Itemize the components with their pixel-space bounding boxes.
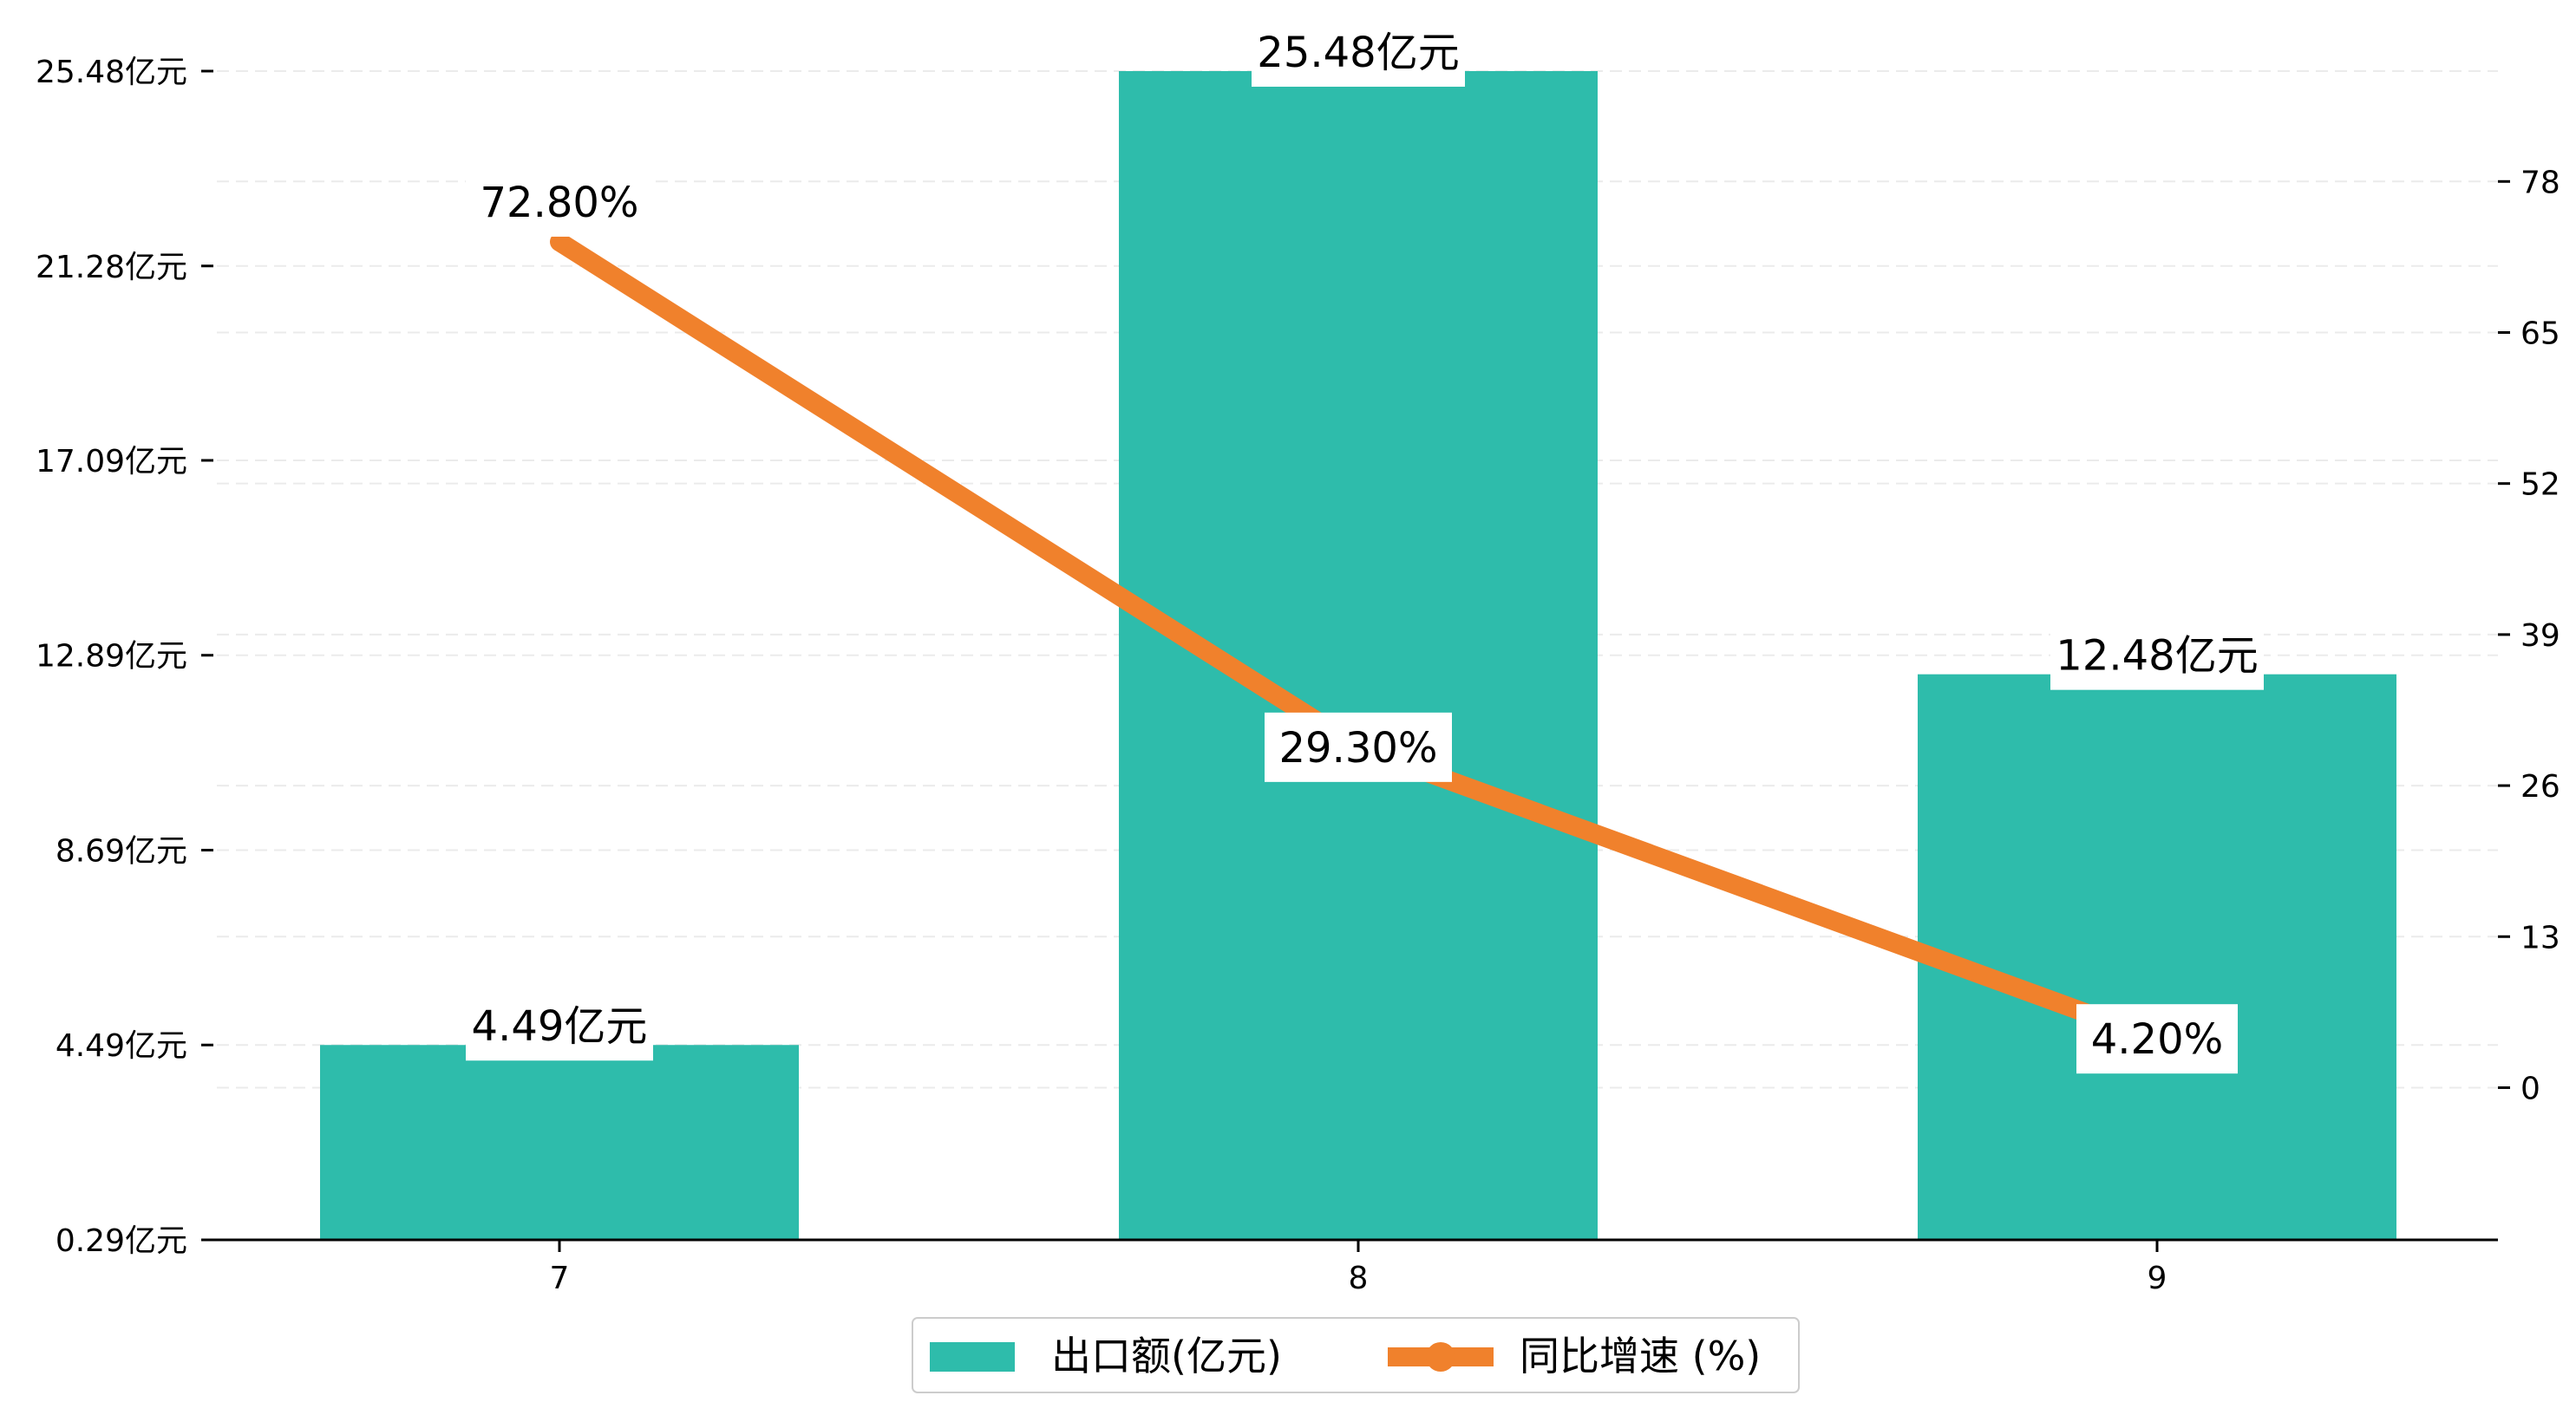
line-value-label: 4.20% xyxy=(2091,1015,2223,1064)
y-right-tick-label: 52 xyxy=(2520,467,2560,503)
y-right-tick-label: 0 xyxy=(2520,1071,2540,1106)
legend-frame xyxy=(912,1317,1800,1393)
y-right-tick-label: 78 xyxy=(2520,165,2560,200)
bar xyxy=(1119,71,1598,1240)
bar-value-label: 4.49亿元 xyxy=(472,1002,648,1051)
y-left-tick-label: 12.89亿元 xyxy=(36,639,187,675)
bar-value-label-box xyxy=(2050,620,2264,690)
axes: 0.29亿元 4.49亿元 8.69亿元 12.89亿元 17.09亿元 21.28亿元 2… xyxy=(36,55,2560,1296)
y-right-tick-label: 39 xyxy=(2520,618,2560,654)
line-value-label: 72.80% xyxy=(480,179,638,227)
x-tick-label: 7 xyxy=(550,1261,570,1296)
y-left-tick-label: 17.09亿元 xyxy=(36,444,187,479)
y-left-tick-label: 4.49亿元 xyxy=(56,1028,187,1064)
bar xyxy=(320,1045,799,1240)
legend-line-label: 同比增速 (%) xyxy=(1520,1333,1761,1379)
bar-value-label-box xyxy=(1252,17,1465,87)
x-tick-label: 8 xyxy=(1349,1261,1369,1296)
bars xyxy=(320,71,2396,1240)
legend-bar-swatch xyxy=(930,1342,1015,1372)
data-labels: 4.49亿元 25.48亿元 12.48亿元 72.80% 29.30% 4.20% xyxy=(466,17,2264,1074)
legend-line-marker xyxy=(1426,1342,1455,1372)
line-value-label-box xyxy=(466,166,653,237)
line-value-label: 29.30% xyxy=(1278,724,1437,773)
line-point xyxy=(550,231,569,251)
bar-value-label: 12.48亿元 xyxy=(2056,632,2258,681)
x-tick-label: 9 xyxy=(2148,1261,2167,1296)
line-value-label-box xyxy=(1265,712,1452,782)
bar xyxy=(1918,674,2396,1240)
y-left-tick-label: 21.28亿元 xyxy=(36,250,187,285)
y-right-tick-label: 26 xyxy=(2520,769,2560,805)
y-left-tick-label: 0.29亿元 xyxy=(56,1223,187,1259)
bar-value-label: 25.48亿元 xyxy=(1257,29,1459,77)
legend: 出口额(亿元) 同比增速 (%) xyxy=(912,1317,1800,1393)
y-left-tick-label: 8.69亿元 xyxy=(56,833,187,869)
y-right-tick-label: 13 xyxy=(2520,920,2560,955)
legend-bar-label: 出口额(亿元) xyxy=(1051,1333,1282,1379)
line-value-label-box xyxy=(2076,1004,2238,1074)
y-right-tick-label: 65 xyxy=(2520,316,2560,351)
bar-value-label-box xyxy=(466,991,653,1061)
y-left-tick-label: 25.48亿元 xyxy=(36,55,187,90)
